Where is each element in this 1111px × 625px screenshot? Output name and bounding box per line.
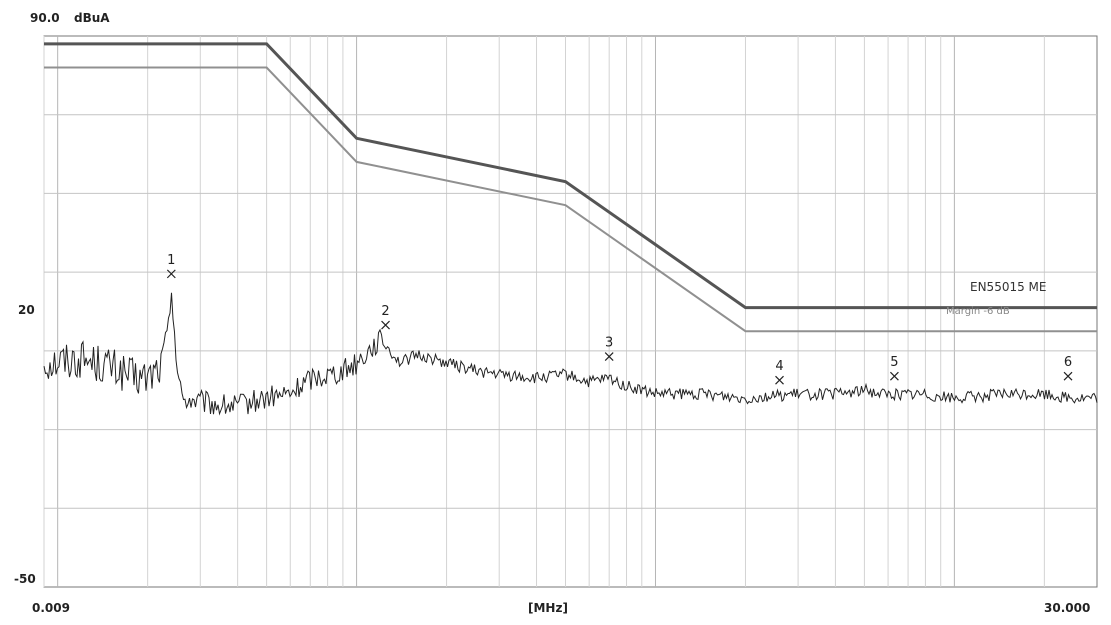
marker-label-4: 4	[775, 359, 783, 374]
plot-area	[43, 35, 1098, 588]
y-tick-label-bottom: -50	[14, 572, 36, 586]
y-tick-label-top: 90.0	[30, 11, 60, 25]
y-axis-label: dBuA	[74, 11, 110, 25]
limit-line	[44, 42, 1097, 310]
x-tick-label-right: 30.000	[1044, 601, 1091, 615]
margin-legend-label: Margin -6 dB	[946, 306, 1010, 317]
peak-markers: 1 2 3 4 5 6	[166, 253, 1073, 385]
marker-cross-1	[166, 269, 176, 279]
marker-cross-3	[604, 352, 614, 361]
marker-cross-6	[1063, 371, 1073, 381]
marker-cross-5	[889, 371, 899, 381]
marker-label-1: 1	[167, 253, 175, 268]
marker-label-2: 2	[381, 304, 389, 319]
marker-label-5: 5	[890, 355, 898, 370]
measurement-trace	[43, 292, 1098, 416]
measurement-trace-group	[43, 292, 1098, 416]
grid	[43, 36, 1097, 587]
marker-cross-4	[775, 375, 784, 385]
marker-label-3: 3	[605, 336, 613, 351]
x-tick-label-left: 0.009	[32, 601, 70, 615]
margin-line	[44, 66, 1097, 333]
x-axis-label: [MHz]	[528, 601, 568, 615]
limit-lines	[44, 42, 1097, 333]
y-tick-label-mid: 20	[18, 303, 35, 317]
limit-legend-label: EN55015 ME	[970, 280, 1047, 294]
marker-label-6: 6	[1064, 355, 1072, 370]
marker-cross-2	[381, 320, 390, 330]
